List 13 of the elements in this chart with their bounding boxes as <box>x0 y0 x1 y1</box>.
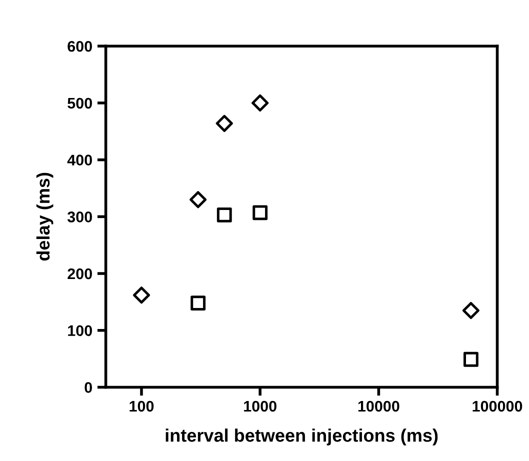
x-tick-label: 100000 <box>472 400 522 412</box>
y-tick-label: 400 <box>67 154 92 166</box>
y-tick-label: 200 <box>68 268 92 280</box>
y-tick-label: 500 <box>68 98 92 109</box>
y-tick-label: 0 <box>84 382 92 393</box>
y-tick-label: 300 <box>67 212 92 222</box>
y-axis-title: delay (ms) <box>36 172 54 261</box>
x-tick-label: 10000 <box>358 400 400 412</box>
y-tick-label: 100 <box>68 325 92 336</box>
x-tick-label: 100 <box>130 400 154 412</box>
x-axis-title: interval between injections (ms) <box>166 428 438 446</box>
x-tick-label: 1000 <box>244 400 276 412</box>
y-tick-label: 600 <box>68 40 92 52</box>
